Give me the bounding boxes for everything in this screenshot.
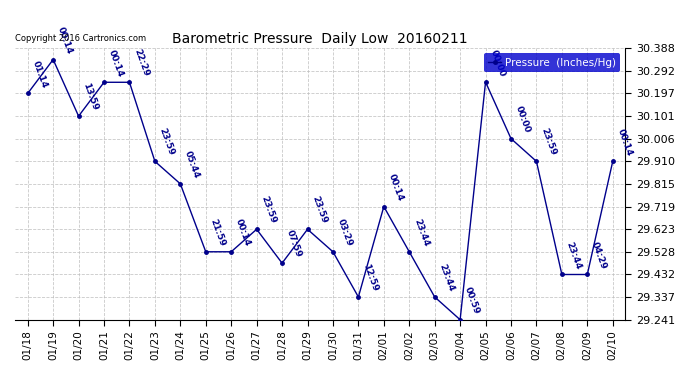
Text: 23:59: 23:59 (158, 127, 176, 157)
Text: 00:14: 00:14 (386, 172, 405, 202)
Text: 13:59: 13:59 (81, 82, 99, 112)
Text: 23:59: 23:59 (310, 195, 328, 225)
Text: 22:29: 22:29 (132, 48, 150, 78)
Text: Copyright 2016 Cartronics.com: Copyright 2016 Cartronics.com (15, 34, 146, 43)
Text: 23:44: 23:44 (437, 262, 456, 293)
Text: 12:59: 12:59 (361, 263, 380, 293)
Text: 00:00: 00:00 (514, 105, 532, 135)
Text: 23:59: 23:59 (259, 195, 277, 225)
Legend: Pressure  (Inches/Hg): Pressure (Inches/Hg) (484, 53, 620, 72)
Text: 05:44: 05:44 (183, 150, 201, 180)
Text: 00:14: 00:14 (56, 26, 74, 56)
Text: 07:59: 07:59 (285, 229, 303, 259)
Text: 21:59: 21:59 (208, 217, 227, 248)
Text: 23:44: 23:44 (412, 217, 431, 248)
Text: 00:14: 00:14 (107, 48, 125, 78)
Text: 23:44: 23:44 (564, 240, 583, 270)
Text: 00:00: 00:00 (489, 48, 506, 78)
Text: 03:29: 03:29 (336, 217, 354, 248)
Text: 23:59: 23:59 (539, 127, 558, 157)
Title: Barometric Pressure  Daily Low  20160211: Barometric Pressure Daily Low 20160211 (172, 32, 468, 46)
Text: 00:14: 00:14 (615, 128, 633, 157)
Text: 01:14: 01:14 (30, 59, 49, 89)
Text: 04:29: 04:29 (590, 240, 609, 270)
Text: 00:59: 00:59 (463, 286, 481, 315)
Text: 00:14: 00:14 (234, 218, 252, 248)
